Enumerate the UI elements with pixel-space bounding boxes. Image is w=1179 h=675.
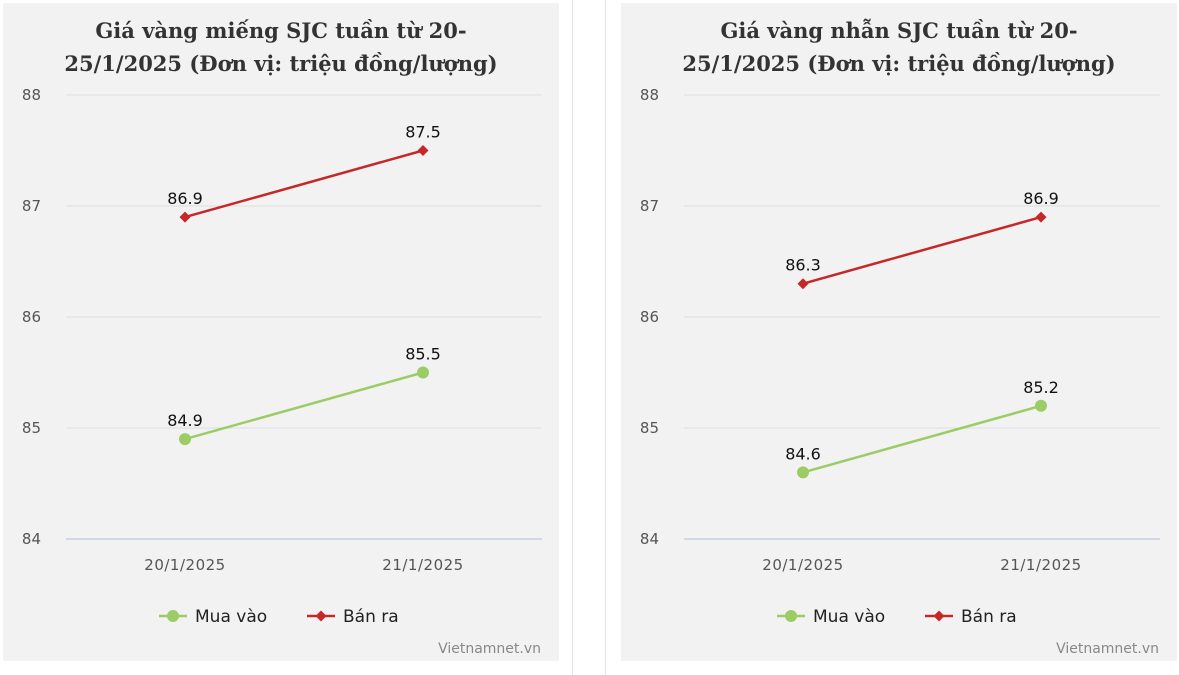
data-label: 86.3 — [785, 256, 821, 275]
legend-marker — [167, 610, 179, 622]
chart-svg: Giá vàng nhẫn SJC tuần từ 20- 25/1/2025 (… — [640, 18, 1160, 657]
data-point-marker — [417, 145, 429, 156]
credit-text: Vietnamnet.vn — [1056, 641, 1159, 657]
legend-marker — [933, 610, 945, 622]
data-label: 84.9 — [167, 411, 203, 430]
y-tick-label: 87 — [22, 197, 41, 215]
data-point-marker — [797, 466, 809, 479]
legend-label: Bán ra — [961, 607, 1017, 627]
credit-text: Vietnamnet.vn — [438, 641, 541, 657]
y-tick-label: 88 — [22, 86, 41, 104]
data-point-marker — [1035, 399, 1047, 412]
chart-title-line: 25/1/2025 (Đơn vị: triệu đồng/lượng) — [64, 51, 497, 76]
legend-label: Bán ra — [343, 607, 399, 627]
legend-marker — [315, 610, 327, 622]
x-tick-label: 20/1/2025 — [144, 556, 225, 574]
data-label: 86.9 — [167, 189, 203, 208]
y-tick-label: 84 — [640, 530, 659, 548]
chart-title-line: 25/1/2025 (Đơn vị: triệu đồng/lượng) — [682, 51, 1115, 76]
y-tick-label: 84 — [22, 530, 41, 548]
panel-divider — [605, 0, 606, 675]
data-point-marker — [797, 278, 809, 290]
data-point-marker — [179, 433, 191, 446]
chart-title-line: Giá vàng miếng SJC tuần từ 20- — [95, 18, 466, 43]
series-line — [184, 371, 424, 441]
legend-label: Mua vào — [813, 607, 885, 627]
data-point-marker — [417, 366, 429, 379]
x-tick-label: 20/1/2025 — [762, 556, 843, 574]
chart-panel-sjc-ring: Giá vàng nhẫn SJC tuần từ 20- 25/1/2025 (… — [621, 3, 1177, 661]
data-point-marker — [1035, 211, 1047, 223]
y-tick-label: 85 — [22, 419, 41, 437]
series-line — [802, 215, 1042, 285]
chart-title-line: Giá vàng nhẫn SJC tuần từ 20- — [720, 18, 1077, 43]
chart-svg: Giá vàng miếng SJC tuần từ 20- 25/1/2025 … — [22, 18, 542, 657]
data-label: 85.2 — [1023, 378, 1059, 397]
y-tick-label: 85 — [640, 419, 659, 437]
series-line — [184, 149, 424, 219]
y-tick-label: 86 — [640, 308, 659, 326]
chart-panel-sjc-bar: Giá vàng miếng SJC tuần từ 20- 25/1/2025 … — [3, 3, 559, 661]
data-label: 86.9 — [1023, 189, 1059, 208]
data-label: 84.6 — [785, 444, 821, 463]
y-tick-label: 87 — [640, 197, 659, 215]
y-tick-label: 88 — [640, 86, 659, 104]
x-tick-label: 21/1/2025 — [1000, 556, 1081, 574]
x-tick-label: 21/1/2025 — [382, 556, 463, 574]
panel-divider — [572, 0, 573, 675]
legend-marker — [785, 610, 797, 622]
data-label: 85.5 — [405, 345, 441, 364]
data-label: 87.5 — [405, 123, 441, 142]
y-tick-label: 86 — [22, 308, 41, 326]
series-line — [802, 404, 1042, 474]
legend-label: Mua vào — [195, 607, 267, 627]
data-point-marker — [179, 211, 191, 223]
